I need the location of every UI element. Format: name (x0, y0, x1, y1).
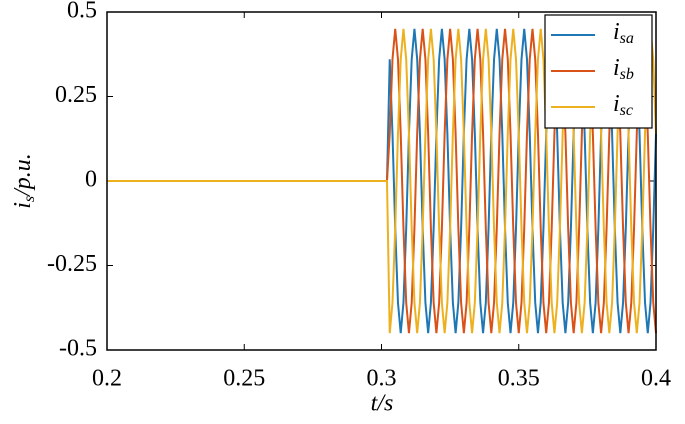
y-tick-label: 0.5 (67, 0, 97, 24)
y-tick-label: 0 (85, 167, 97, 193)
x-tick-label: 0.3 (367, 366, 397, 392)
series-line (107, 28, 657, 334)
x-tick-label: 0.35 (498, 366, 540, 392)
legend-label: isc (613, 91, 633, 119)
y-tick-label: -0.5 (59, 336, 97, 362)
legend-label: isb (613, 55, 634, 83)
legend-label: isa (613, 19, 634, 47)
x-tick-label: 0.25 (223, 366, 265, 392)
plot-frame (106, 11, 657, 351)
x-axis-label: t/s (371, 391, 394, 417)
x-tick-label: 0.4 (641, 366, 671, 392)
y-tick-label: -0.25 (47, 251, 97, 277)
x-tick-label: 0.2 (92, 366, 122, 392)
y-axis-label: is/p.u. (10, 153, 38, 209)
y-tick-label: 0.25 (55, 82, 97, 108)
